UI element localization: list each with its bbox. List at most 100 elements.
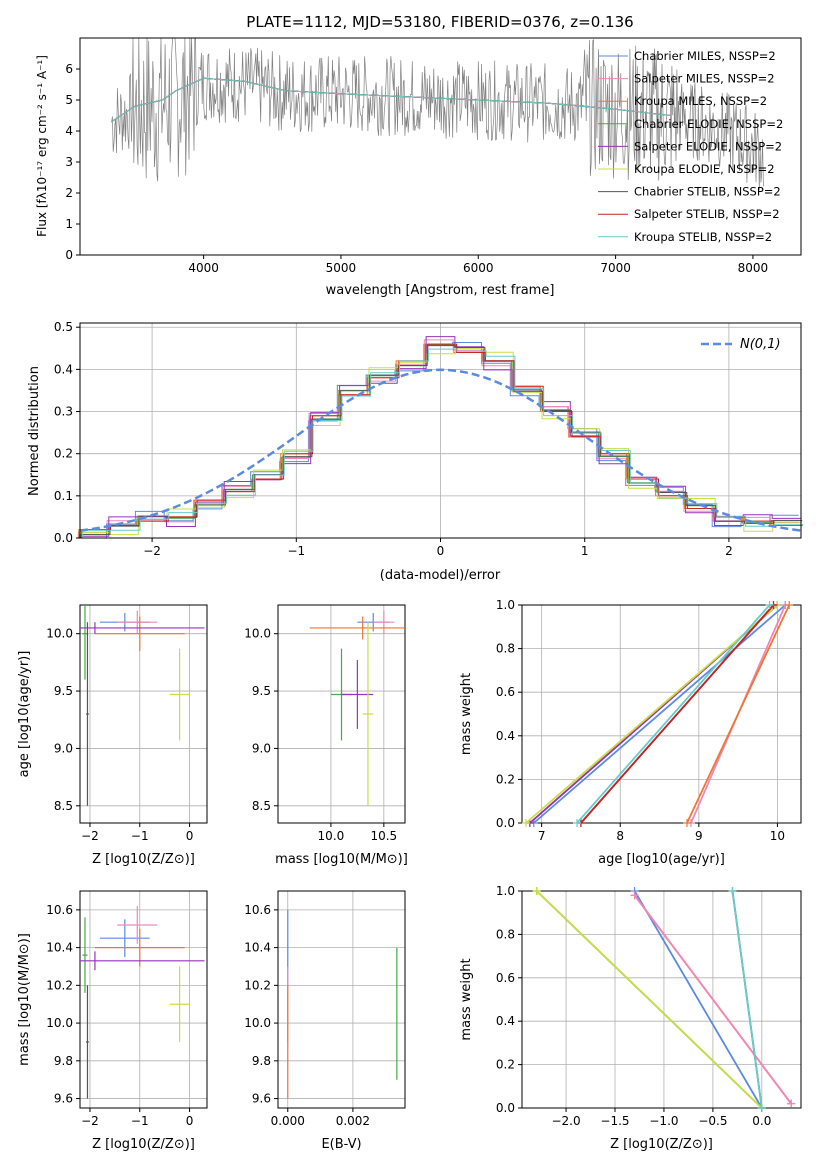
histogram-salpeter_miles [77, 339, 800, 538]
spectrum-xlabel: wavelength [Angstrom, rest frame] [326, 283, 555, 298]
plot-frame [79, 890, 208, 1109]
y-tick-label: 0.2 [496, 1058, 515, 1072]
y-tick-label: 0.8 [496, 927, 515, 941]
x-tick-label: 10 [770, 829, 785, 843]
x-tick-label: −1 [131, 829, 149, 843]
x-tick-label: 0.000 [271, 1114, 305, 1128]
y-tick-label: 8.5 [54, 799, 73, 813]
y-tick-label: 0.4 [496, 729, 515, 743]
y-tick-label: 10.2 [244, 978, 271, 992]
x-tick-label: 1 [581, 544, 589, 558]
legend-label-kroupa_stelib: Kroupa STELIB, NSSP=2 [634, 230, 772, 244]
legend-label-chabrier_miles: Chabrier MILES, NSSP=2 [634, 49, 776, 63]
y-tick-label: 9.5 [54, 684, 73, 698]
legend-label-chabrier_stelib: Chabrier STELIB, NSSP=2 [634, 185, 781, 199]
x-tick-label: −1 [287, 544, 305, 558]
x-tick-label: 7000 [600, 261, 631, 275]
y-tick-label: 9.0 [54, 741, 73, 755]
x-tick-label: −2 [81, 829, 99, 843]
spectrum-y-ticks: 0 1 2 3 4 5 6 [65, 62, 80, 262]
y-tick-label: 3 [65, 155, 73, 169]
y-tick-label: 10.0 [46, 627, 73, 641]
x-tick-label: 2 [725, 544, 733, 558]
x-tick-label: −2 [143, 544, 161, 558]
legend-label-salpeter_stelib: Salpeter STELIB, NSSP=2 [634, 207, 780, 221]
y-tick-label: 0.0 [496, 816, 515, 830]
massweight-line-chabrier_miles [633, 890, 763, 1109]
massweight-marker [683, 819, 692, 827]
x-tick-label: 0.0 [752, 1114, 771, 1128]
histogram-kroupa_stelib [81, 348, 804, 538]
x-tick-label: −2 [81, 1114, 99, 1128]
y-tick-label: 0.0 [496, 1101, 515, 1115]
y-tick-label: 0.3 [54, 405, 73, 419]
massweight-marker [521, 819, 530, 827]
y-tick-label: 1.0 [496, 884, 515, 898]
y-axis-label: mass [log10(M/M⊙)] [17, 933, 32, 1066]
legend-label-salpeter_elodie: Salpeter ELODIE, NSSP=2 [634, 139, 782, 153]
massweight-vs-metallicity-panel: −2.0 −1.5 −1.0 −0.5 0.0 0.0 0.2 0.4 0.6 0.8 1.0 Z [… [459, 884, 802, 1152]
residuals-y-ticks: 0.0 0.1 0.2 0.3 0.4 0.5 [54, 320, 80, 545]
x-tick-label: 7 [538, 829, 546, 843]
tick-group: −2 −1 0 9.6 9.8 10.0 10.2 10.4 10.6 [46, 903, 193, 1128]
x-tick-label: −2.0 [551, 1114, 580, 1128]
tick-group: −2.0 −1.5 −1.0 −0.5 0.0 0.0 0.2 0.4 0.6 0.8 1.0 [496, 884, 771, 1128]
tick-group: 10.0 10.5 8.5 9.0 9.5 10.0 [244, 627, 397, 843]
plot-frame [521, 890, 802, 1109]
massweight-marker [787, 1099, 796, 1108]
y-tick-label: 9.6 [252, 1092, 271, 1106]
normal-curve [79, 368, 802, 532]
y-tick-label: 10.0 [46, 1016, 73, 1030]
x-axis-label: Z [log10(Z/Z⊙)] [92, 1137, 195, 1152]
x-tick-label: −1 [131, 1114, 149, 1128]
y-tick-label: 10.2 [46, 978, 73, 992]
x-tick-label: 10.5 [370, 829, 397, 843]
y-tick-label: 9.5 [252, 684, 271, 698]
plot-frame [277, 890, 406, 1109]
normal-legend-label: N(0,1) [740, 337, 781, 352]
x-tick-label: −1.0 [649, 1114, 678, 1128]
plot-frame [521, 604, 802, 824]
histogram-chabrier_stelib [80, 345, 803, 538]
massweight-marker [785, 601, 794, 609]
model-line-kroupa_stelib [111, 77, 671, 123]
spectrum-panel: PLATE=1112, MJD=53180, FIBERID=0376, z=0… [35, 13, 802, 298]
y-tick-label: 9.6 [54, 1092, 73, 1106]
x-axis-label: age [log10(age/yr)] [598, 852, 725, 867]
y-tick-label: 10.0 [244, 1016, 271, 1030]
y-tick-label: 6 [65, 62, 73, 76]
y-tick-label: 0.0 [54, 531, 73, 545]
y-tick-label: 4 [65, 124, 73, 138]
x-tick-label: 4000 [188, 261, 219, 275]
massweight-line-kroupa_miles [686, 604, 791, 824]
age-vs-mass-panel: 10.0 10.5 8.5 9.0 9.5 10.0 mass [log10(M/M⊙)] [244, 604, 408, 867]
x-tick-label: 0 [186, 829, 194, 843]
massweight-line-salpeter_miles [633, 894, 792, 1105]
y-tick-label: 0.5 [54, 320, 73, 334]
x-tick-label: 8 [616, 829, 624, 843]
histogram-kroupa_elodie [80, 348, 802, 538]
y-axis-label: age [log10(age/yr)] [17, 651, 32, 778]
residuals-panel: −2 −1 0 1 2 0.0 0.1 0.2 0.3 0.4 0.5 (data-model)/… [27, 320, 804, 583]
x-tick-label: 6000 [463, 261, 494, 275]
age-vs-metallicity-panel: −2 −1 0 8.5 9.0 9.5 10.0 Z [log10(Z/Z⊙)] age [lo… [17, 604, 208, 867]
y-axis-label: mass weight [459, 673, 474, 755]
residuals-xlabel: (data-model)/error [380, 568, 501, 583]
y-tick-label: 10.6 [46, 903, 73, 917]
massweight-marker [573, 819, 582, 827]
residuals-x-ticks: −2 −1 0 1 2 [143, 538, 733, 558]
legend-label-kroupa_miles: Kroupa MILES, NSSP=2 [634, 94, 767, 108]
x-tick-label: 8000 [738, 261, 769, 275]
x-tick-label: 0 [186, 1114, 194, 1128]
spectrum-ylabel: Flux [fλ10⁻¹⁷ erg cm⁻² s⁻¹ A⁻¹] [35, 55, 49, 237]
spectrum-frame [79, 37, 802, 256]
massweight-line-kroupa_stelib [576, 604, 771, 824]
plot-frame [277, 604, 406, 824]
massweight-marker [630, 891, 639, 900]
legend-label-salpeter_miles: Salpeter MILES, NSSP=2 [634, 72, 775, 86]
massweight-line-salpeter_stelib [580, 604, 775, 824]
x-axis-label: mass [log10(M/M⊙)] [275, 852, 408, 867]
massweight-line-kroupa_elodie [525, 604, 778, 824]
spectrum-plot-area [111, 37, 764, 190]
x-tick-label: 10.0 [318, 829, 345, 843]
